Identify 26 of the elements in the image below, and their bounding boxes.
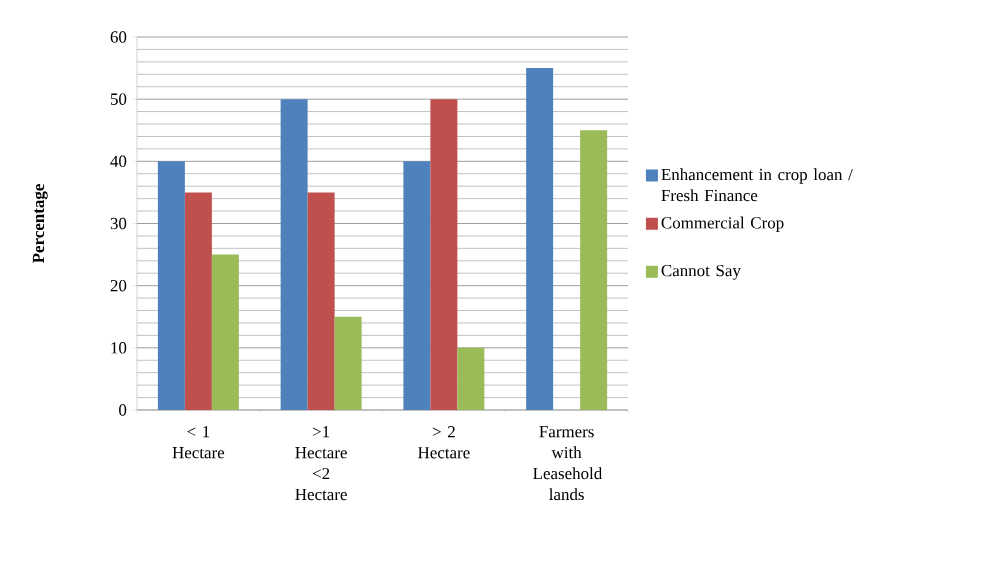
x-tick-label: > 2 Hectare bbox=[418, 426, 470, 459]
legend-label: Enhancement in crop loan / Fresh Finance bbox=[661, 168, 853, 202]
y-tick-label: 10 bbox=[111, 342, 127, 354]
bar bbox=[334, 316, 362, 410]
y-tick-label: 0 bbox=[119, 404, 127, 416]
bar bbox=[403, 161, 431, 410]
bar bbox=[430, 99, 458, 410]
bar bbox=[580, 130, 608, 410]
y-tick-label: 20 bbox=[110, 279, 127, 292]
bar bbox=[457, 347, 485, 410]
y-tick-label: 40 bbox=[110, 155, 127, 168]
legend-label: Cannot Say bbox=[661, 264, 741, 280]
y-tick-label: 50 bbox=[110, 93, 127, 105]
legend-label: Commercial Crop bbox=[661, 216, 784, 232]
bar bbox=[211, 254, 239, 410]
x-tick-label: >1 Hectare <2 Hectare bbox=[295, 426, 347, 501]
bar bbox=[280, 99, 308, 410]
bar bbox=[184, 192, 212, 410]
x-tick-label: Farmers with Leasehold lands bbox=[533, 426, 603, 501]
bar bbox=[157, 161, 185, 410]
y-tick-label: 30 bbox=[110, 217, 127, 230]
y-tick-label: 60 bbox=[110, 31, 127, 43]
x-tick-label: < 1 Hectare bbox=[172, 426, 225, 459]
bar bbox=[526, 68, 554, 410]
y-axis-title: Percentage bbox=[32, 184, 48, 263]
bar bbox=[307, 192, 335, 410]
